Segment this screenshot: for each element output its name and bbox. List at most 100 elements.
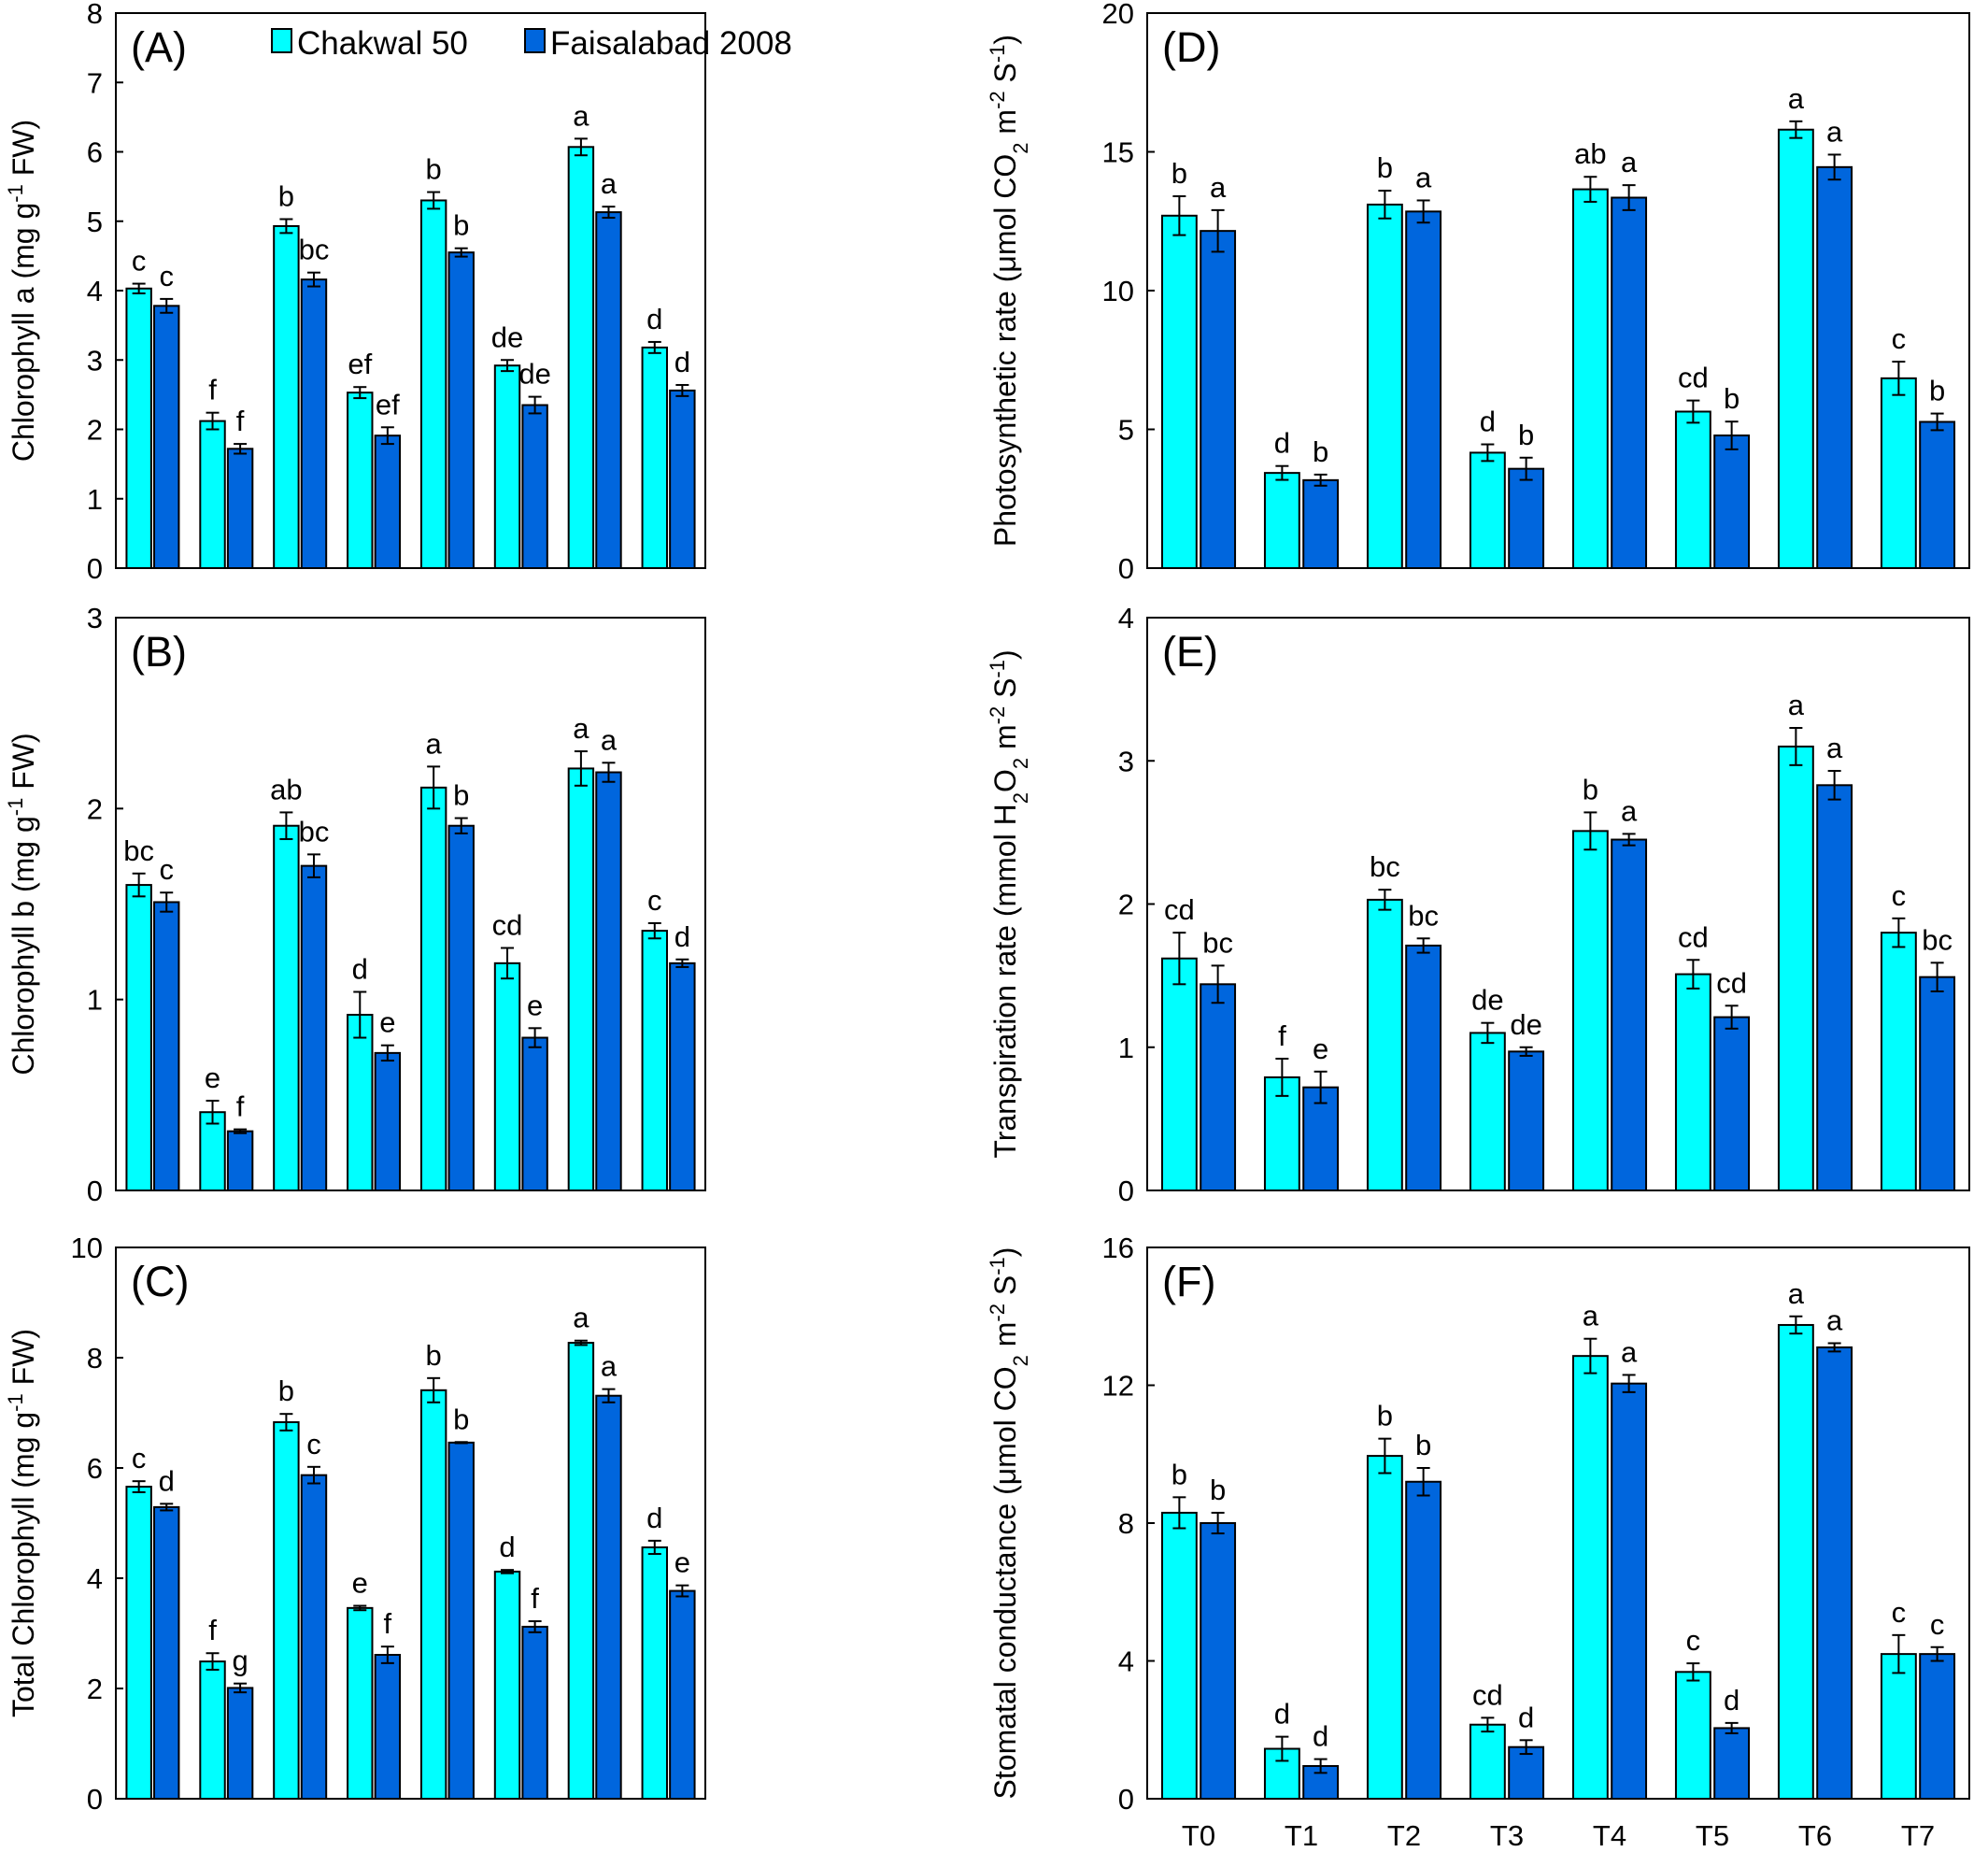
bar xyxy=(419,199,447,569)
bar xyxy=(1200,983,1237,1191)
bar xyxy=(1713,1727,1751,1800)
y-tick-label: 16 xyxy=(1102,1232,1134,1264)
significance-label: bc xyxy=(299,815,330,848)
bar xyxy=(347,1606,374,1800)
significance-label: c xyxy=(1892,879,1907,912)
y-axis-label: Photosynthetic rate (μmol CO2 m-2 S-1) xyxy=(986,35,1032,547)
bar xyxy=(300,864,328,1192)
y-tick-label: 6 xyxy=(87,136,103,169)
significance-label: de xyxy=(491,321,523,353)
significance-label: b xyxy=(1583,773,1598,805)
bar xyxy=(1366,203,1403,569)
bar xyxy=(1880,377,1917,569)
bar xyxy=(1674,973,1711,1192)
y-tick-label: 3 xyxy=(1118,745,1134,777)
significance-label: b xyxy=(1210,1474,1226,1506)
significance-label: a xyxy=(573,1302,589,1334)
bar xyxy=(347,1014,374,1191)
bar xyxy=(125,884,152,1191)
bar xyxy=(1816,165,1853,570)
significance-label: d xyxy=(674,346,690,378)
legend-label-faisalabad-2008: Faisalabad 2008 xyxy=(550,25,792,62)
y-tick-label: 0 xyxy=(87,1783,103,1816)
bar xyxy=(521,404,548,570)
bar xyxy=(1880,932,1917,1192)
significance-label: a xyxy=(1621,1335,1638,1368)
significance-label: e xyxy=(527,989,543,1021)
y-tick-label: 1 xyxy=(1118,1032,1134,1064)
significance-label: a xyxy=(1621,146,1638,178)
bar xyxy=(273,824,300,1191)
significance-label: b xyxy=(426,1339,442,1372)
significance-label: g xyxy=(232,1645,248,1677)
significance-label: b xyxy=(1724,382,1740,415)
legend-swatch-faisalabad-2008 xyxy=(524,28,546,53)
y-tick-label: 1 xyxy=(87,483,103,516)
panel-label: (D) xyxy=(1162,23,1220,71)
bar xyxy=(374,1654,402,1801)
significance-label: de xyxy=(518,358,550,391)
y-tick-label: 5 xyxy=(1118,414,1134,447)
panel-label: (B) xyxy=(131,628,187,676)
bar xyxy=(493,364,521,569)
bar xyxy=(374,435,402,569)
significance-label: b xyxy=(1172,1458,1187,1490)
significance-label: cd xyxy=(1716,966,1747,999)
y-tick-label: 8 xyxy=(1118,1507,1134,1540)
y-axis-label: Chlorophyll a (mg g-1 FW) xyxy=(4,120,41,462)
bar xyxy=(1160,214,1198,569)
significance-label: c xyxy=(647,884,662,917)
bar xyxy=(1405,210,1442,569)
bar xyxy=(1263,472,1300,569)
bar xyxy=(300,1474,328,1801)
significance-label: bc xyxy=(1370,850,1400,883)
y-tick-label: 1 xyxy=(87,984,103,1017)
y-tick-label: 10 xyxy=(1102,275,1134,307)
bar xyxy=(567,767,595,1191)
bar xyxy=(493,1570,521,1801)
bar xyxy=(1160,1511,1198,1800)
chart-panel: 0 5 10 15 20 (D) Photosynthetic rate (μmol CO2… xyxy=(986,0,1970,585)
bar xyxy=(595,211,622,569)
y-tick-label: 3 xyxy=(87,344,103,377)
bar xyxy=(1508,467,1545,570)
bar xyxy=(1919,420,1956,569)
bar xyxy=(1405,1480,1442,1800)
y-tick-label: 2 xyxy=(87,1673,103,1705)
chart-panel: 0 4 8 12 16 (F) Stomatal conductance (μmol CO2… xyxy=(986,1232,1970,1852)
y-tick-label: 15 xyxy=(1102,136,1134,169)
bar xyxy=(669,389,696,570)
significance-label: c xyxy=(132,1442,147,1474)
bar xyxy=(641,1546,668,1800)
significance-label: a xyxy=(601,167,618,200)
significance-label: c xyxy=(1892,1596,1907,1629)
significance-label: d xyxy=(1313,1720,1328,1753)
y-tick-label: 20 xyxy=(1102,0,1134,30)
significance-label: d xyxy=(1518,1701,1534,1733)
significance-label: cd xyxy=(1472,1678,1503,1711)
y-tick-label: 0 xyxy=(1118,1175,1134,1207)
significance-label: d xyxy=(1274,427,1290,460)
bar xyxy=(1571,1355,1609,1800)
bar xyxy=(1405,944,1442,1191)
bar xyxy=(447,824,475,1191)
x-tick-label: T5 xyxy=(1696,1819,1729,1852)
significance-label: e xyxy=(205,1061,220,1094)
significance-label: c xyxy=(1892,322,1907,355)
chart-panel: 0 1 2 3 4 (E) Transpiration rate (mmol H2O2 m-… xyxy=(986,602,1970,1207)
significance-label: d xyxy=(1274,1698,1290,1731)
significance-label: d xyxy=(646,1502,662,1534)
y-tick-label: 0 xyxy=(1118,1783,1134,1816)
y-tick-label: 6 xyxy=(87,1452,103,1485)
bar xyxy=(374,1051,402,1191)
significance-label: d xyxy=(352,952,368,985)
significance-label: a xyxy=(1583,1300,1599,1332)
significance-label: c xyxy=(159,260,174,292)
significance-label: ab xyxy=(1574,137,1606,170)
significance-label: e xyxy=(674,1546,690,1579)
significance-label: e xyxy=(379,1006,395,1039)
significance-label: d xyxy=(159,1464,175,1497)
bar xyxy=(199,420,226,569)
bar xyxy=(1713,435,1751,569)
